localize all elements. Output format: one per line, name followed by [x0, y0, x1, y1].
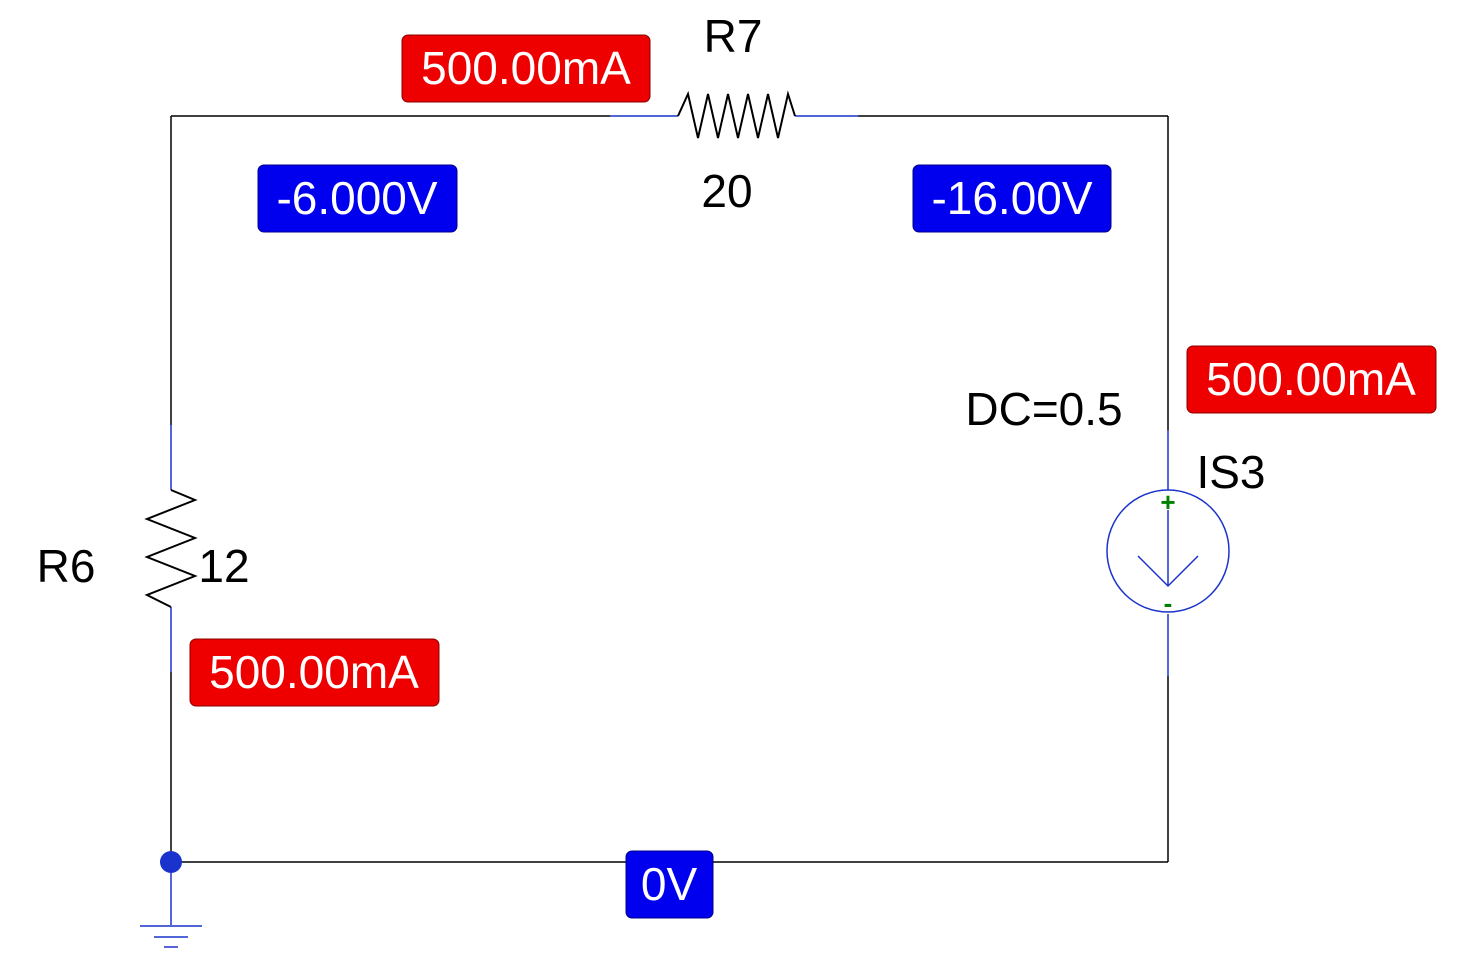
current-source-is3[interactable]: + - [1106, 430, 1230, 676]
current-marker-r7-text: 500.00mA [421, 42, 631, 94]
resistor-r7[interactable] [610, 90, 858, 139]
voltage-marker-ground-node[interactable]: 0V [625, 850, 714, 919]
ground-symbol [140, 851, 202, 948]
current-marker-r6-text: 500.00mA [209, 646, 419, 698]
r7-zigzag [677, 90, 796, 139]
voltage-marker-right-node-box [912, 164, 1112, 233]
r6-zigzag [144, 489, 198, 608]
current-marker-is3[interactable]: 500.00mA [1186, 345, 1437, 414]
voltage-marker-left-node[interactable]: -6.000V [257, 164, 458, 233]
is3-arrow-head [1137, 555, 1199, 588]
r7-value-label: 20 [701, 165, 752, 217]
current-marker-r6-box [189, 638, 440, 707]
is3-value-label: DC=0.5 [965, 383, 1122, 435]
current-marker-r7-box [401, 34, 651, 103]
r6-ref-label: R6 [37, 540, 96, 592]
is3-ref-label: IS3 [1196, 446, 1265, 498]
voltage-marker-right-node-text: -16.00V [931, 172, 1092, 224]
current-marker-is3-box [1186, 345, 1437, 414]
is3-minus-sign: - [1164, 588, 1173, 618]
voltage-marker-left-node-box [257, 164, 458, 233]
voltage-marker-left-node-text: -6.000V [276, 172, 437, 224]
voltage-marker-ground-node-text: 0V [641, 858, 698, 910]
voltage-marker-ground-node-box [625, 850, 714, 919]
resistor-r6[interactable] [144, 425, 198, 672]
current-marker-is3-text: 500.00mA [1206, 353, 1416, 405]
r6-value-label: 12 [198, 540, 249, 592]
voltage-marker-right-node[interactable]: -16.00V [912, 164, 1112, 233]
r7-ref-label: R7 [704, 10, 763, 62]
is3-plus-sign: + [1160, 487, 1175, 517]
is3-body-circle [1106, 489, 1230, 613]
current-marker-r6[interactable]: 500.00mA [189, 638, 440, 707]
current-marker-r7[interactable]: 500.00mA [401, 34, 651, 103]
